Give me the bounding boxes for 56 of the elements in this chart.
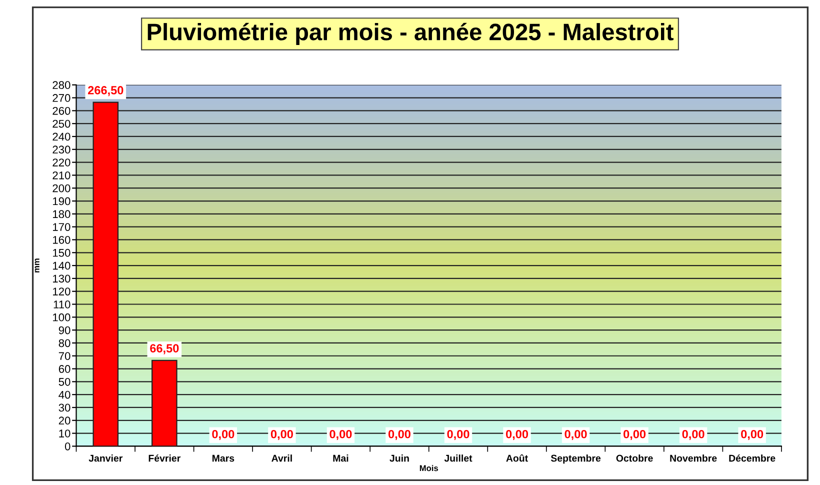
y-tick-label: 70 xyxy=(58,352,70,360)
y-tick-label: 50 xyxy=(58,378,70,386)
data-label: 0,00 xyxy=(212,430,234,440)
y-tick-label: 260 xyxy=(52,106,70,115)
x-tick-label: Juillet xyxy=(444,454,472,462)
x-tick-label: Novembre xyxy=(670,454,717,462)
data-label: 0,00 xyxy=(506,430,528,440)
y-tick-label: 160 xyxy=(53,236,70,244)
x-tick-label: Février xyxy=(148,454,180,462)
y-tick-label: 130 xyxy=(53,274,70,283)
y-tick-label: 40 xyxy=(58,390,70,399)
data-label: 0,00 xyxy=(682,430,704,440)
y-tick-label: 30 xyxy=(58,404,70,412)
y-tick-label: 140 xyxy=(53,262,70,270)
data-label: 0,00 xyxy=(388,430,410,440)
y-tick-label: 200 xyxy=(52,184,70,192)
y-tick-label: 170 xyxy=(53,223,70,231)
y-tick-label: 150 xyxy=(53,248,70,257)
y-tick-label: 120 xyxy=(53,288,70,296)
data-label: 266,50 xyxy=(88,86,124,96)
y-tick-label: 250 xyxy=(52,120,70,128)
y-tick-label: 10 xyxy=(59,430,70,438)
data-label: 0,00 xyxy=(564,430,587,440)
y-tick-label: 60 xyxy=(58,365,70,373)
x-axis-title: Mois xyxy=(420,464,438,472)
y-tick-label: 270 xyxy=(52,94,70,102)
x-tick-label: Janvier xyxy=(88,454,123,462)
data-label: 0,00 xyxy=(270,430,293,440)
data-label: 0,00 xyxy=(330,430,352,440)
y-tick-label: 100 xyxy=(53,313,70,322)
data-label: 0,00 xyxy=(447,430,470,440)
y-tick-label: 0 xyxy=(64,442,70,450)
x-tick-label: Septembre xyxy=(550,454,601,464)
y-tick-label: 220 xyxy=(52,158,70,166)
y-tick-label: 20 xyxy=(58,416,70,425)
y-tick-label: 90 xyxy=(58,326,70,334)
y-tick-label: 240 xyxy=(52,132,70,141)
y-tick-label: 80 xyxy=(58,339,70,348)
data-label: 66,50 xyxy=(150,344,179,354)
data-label: 0,00 xyxy=(624,430,646,440)
x-tick-label: Août xyxy=(506,454,528,462)
y-tick-label: 230 xyxy=(52,146,70,154)
x-tick-label: Mai xyxy=(333,454,348,462)
y-axis-title: mm xyxy=(34,258,40,272)
y-tick-label: 210 xyxy=(52,171,70,180)
x-tick-label: Avril xyxy=(272,454,292,462)
x-tick-label: Octobre xyxy=(616,454,653,462)
y-tick-label: 180 xyxy=(53,210,70,218)
x-tick-label: Mars xyxy=(212,454,234,462)
y-tick-label: 110 xyxy=(54,300,70,308)
x-tick-label: Décembre xyxy=(729,454,776,462)
x-tick-label: Juin xyxy=(390,454,409,462)
data-label: 0,00 xyxy=(741,430,764,440)
y-tick-label: 190 xyxy=(53,197,70,206)
y-tick-label: 280 xyxy=(52,81,70,90)
chart-title: Pluviométrie par mois - année 2025 - Malestroit xyxy=(148,22,674,46)
